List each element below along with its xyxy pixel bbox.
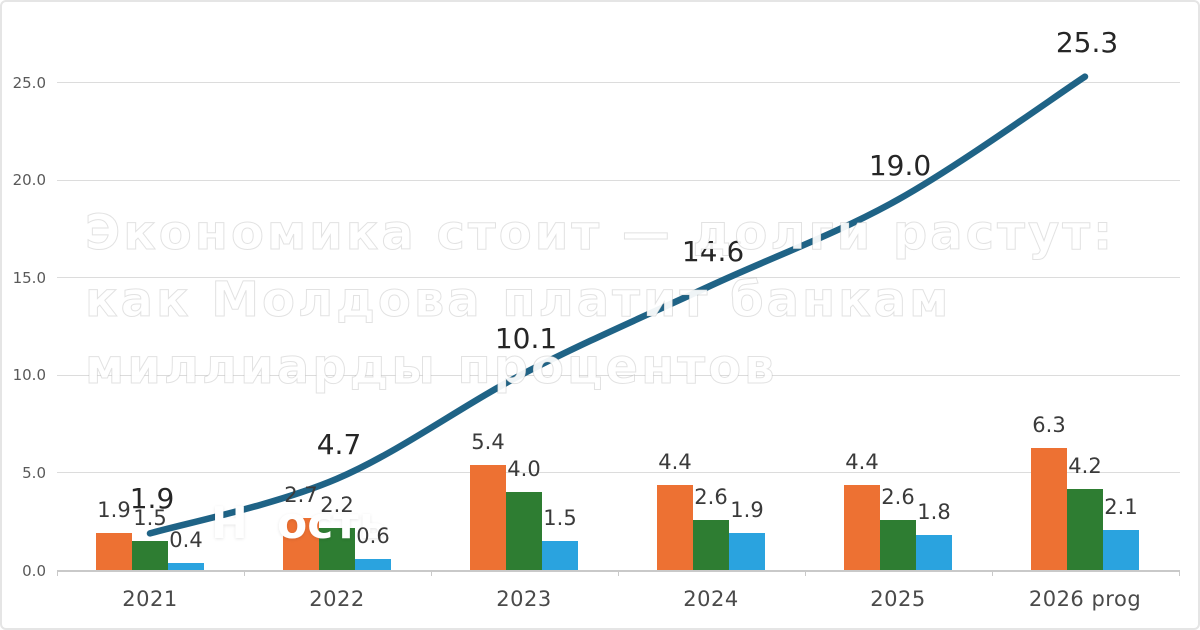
x-axis-tickmark	[1178, 570, 1180, 576]
line-data-label: 14.6	[681, 234, 745, 268]
x-axis-label: 2024	[683, 587, 739, 611]
blue-bar	[916, 535, 952, 571]
orange-bar	[1031, 447, 1067, 571]
y-axis-label: 5.0	[22, 463, 46, 482]
x-axis-tickmark	[804, 570, 806, 576]
green-bar	[319, 527, 355, 571]
green-bar	[693, 519, 729, 571]
x-axis-label: 2022	[309, 587, 365, 611]
gridline	[57, 179, 1180, 181]
line-data-label: 4.7	[316, 427, 362, 461]
blue-bar	[168, 562, 204, 571]
y-axis-label: 20.0	[12, 171, 46, 190]
bar-data-label: 4.0	[507, 457, 541, 482]
green-bar	[880, 519, 916, 571]
blue-bar	[542, 541, 578, 571]
x-axis-tickmark	[56, 570, 58, 576]
orange-bar	[844, 484, 880, 571]
bar-data-label: 2.6	[694, 484, 728, 509]
bar-data-label: 1.8	[917, 500, 951, 525]
green-bar	[506, 492, 542, 571]
x-axis-tickmark	[991, 570, 993, 576]
x-axis-label: 2023	[496, 587, 552, 611]
blue-bar	[1103, 529, 1139, 571]
x-axis-line	[57, 569, 1180, 572]
bar-data-label: 1.5	[543, 506, 577, 531]
line-data-label: 25.3	[1055, 25, 1119, 59]
blue-bar	[355, 558, 391, 571]
orange-bar	[470, 465, 506, 571]
bar-data-label: 4.4	[658, 449, 692, 474]
orange-bar	[657, 484, 693, 571]
gridline	[57, 82, 1180, 83]
bar-data-label: 2.7	[284, 482, 318, 507]
bar-data-label: 5.4	[471, 430, 505, 455]
x-axis-label: 2025	[870, 587, 926, 611]
bar-data-label: 4.2	[1068, 453, 1102, 478]
gridline	[57, 277, 1180, 279]
green-bar	[1067, 488, 1103, 571]
bar-data-label: 1.9	[730, 498, 764, 523]
bar-data-label: 1.5	[133, 506, 167, 531]
bar-data-label: 4.4	[845, 449, 879, 474]
x-axis-tickmark	[243, 570, 245, 576]
gridline	[57, 472, 1180, 474]
x-axis-tickmark	[617, 570, 619, 576]
green-bar	[132, 541, 168, 571]
bar-data-label: 0.6	[356, 523, 390, 548]
line-data-label: 19.0	[868, 148, 932, 182]
y-axis-label: 15.0	[12, 268, 46, 287]
line-data-label: 1.9	[129, 482, 175, 516]
x-axis-tickmark	[430, 570, 432, 576]
blue-bar	[729, 533, 765, 571]
bar-data-label: 1.9	[97, 498, 131, 523]
gridline	[57, 374, 1180, 376]
x-axis-label: 2026 prog	[1028, 587, 1142, 611]
x-axis-label: 2021	[122, 587, 178, 611]
orange-bar	[283, 517, 319, 571]
line-series-path	[146, 73, 1089, 537]
orange-bar	[96, 533, 132, 571]
y-axis-label: 0.0	[22, 561, 46, 580]
bar-data-label: 2.6	[881, 484, 915, 509]
bar-data-label: 6.3	[1032, 412, 1066, 437]
bar-data-label: 2.2	[320, 492, 354, 517]
bar-data-label: 0.4	[169, 527, 203, 552]
y-axis-label: 10.0	[12, 366, 46, 385]
y-axis-label: 25.0	[12, 73, 46, 92]
bar-data-label: 2.1	[1104, 494, 1138, 519]
line-data-label: 10.1	[494, 322, 558, 356]
